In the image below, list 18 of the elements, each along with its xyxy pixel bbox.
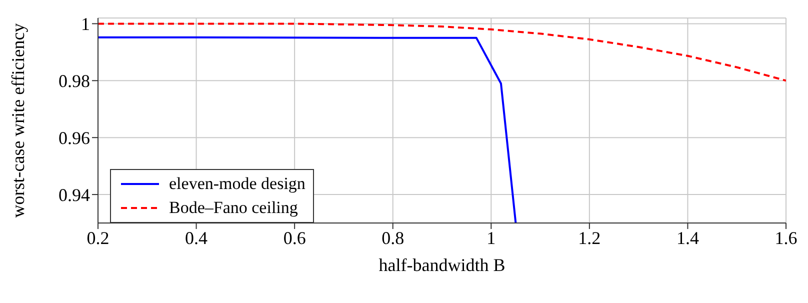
x-tick-label: 1.2 — [578, 228, 601, 248]
legend-label: eleven-mode design — [169, 173, 306, 195]
y-tick-label: 1 — [81, 14, 90, 34]
x-axis-title: half-bandwidth B — [378, 255, 506, 275]
x-tick-label: 1.6 — [774, 228, 798, 248]
x-tick-label: 0.4 — [185, 228, 208, 248]
line-series — [98, 22, 786, 82]
x-tick-label: 1 — [486, 228, 496, 248]
x-tick-label: 1.4 — [676, 228, 699, 248]
x-tick-label: 0.8 — [382, 228, 404, 248]
x-tick-label: 0.2 — [86, 228, 110, 248]
y-tick-label: 0.94 — [58, 184, 90, 205]
y-axis-title: worst-case write efficiency — [8, 23, 28, 218]
y-tick-label: 0.98 — [58, 71, 90, 92]
x-tick-label: 0.6 — [283, 228, 306, 248]
y-tick-label: 0.96 — [58, 128, 90, 148]
line-series — [98, 36, 517, 223]
legend-label: Bode–Fano ceiling — [169, 197, 298, 219]
